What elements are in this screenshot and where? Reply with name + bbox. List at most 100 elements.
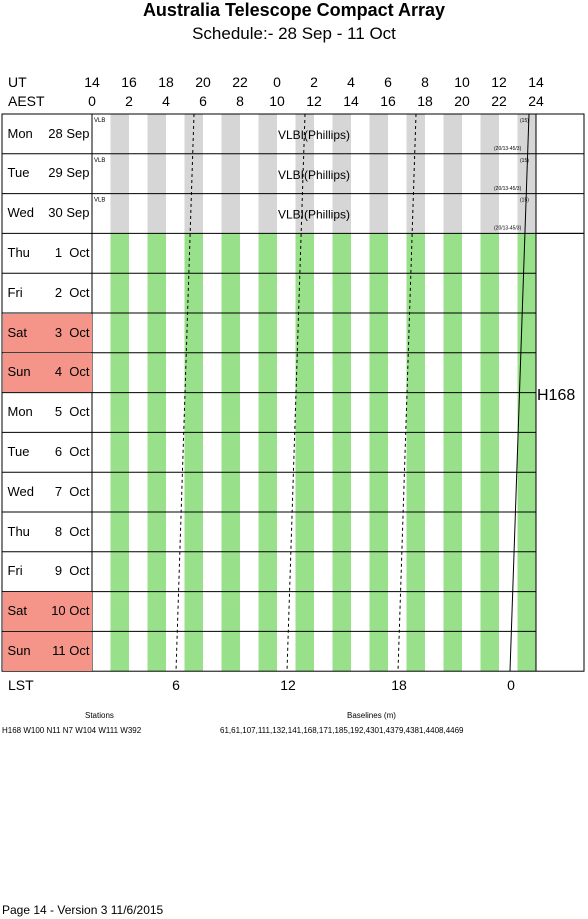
hour-stripe (521, 512, 536, 552)
hour-stripe (480, 432, 499, 473)
hour-stripe (258, 153, 277, 194)
hour-stripe (332, 551, 351, 592)
hour-stripe (332, 631, 351, 672)
hour-stripe (443, 193, 462, 234)
hour-stripe (258, 472, 277, 512)
hour-stripe (332, 591, 351, 632)
aest-tick-label: 2 (125, 93, 133, 109)
hour-stripe (221, 631, 240, 672)
aest-tick-label: 6 (199, 93, 207, 109)
vlbi-tag-right-bottom: (20/13-45/3) (494, 226, 522, 232)
day-name: Fri (7, 563, 23, 579)
aest-tick-label: 18 (417, 93, 433, 109)
hour-stripe (521, 551, 536, 592)
hour-stripe (369, 352, 388, 393)
vlbi-tag-left: VLB (94, 198, 105, 204)
day-row-label: Thu 1 Oct (3, 234, 92, 273)
hour-stripe (295, 591, 314, 632)
day-name: Mon (7, 125, 33, 141)
day-row-label: Fri 9 Oct (3, 552, 92, 591)
lst-axis-label: LST (8, 677, 34, 693)
day-name: Mon (7, 404, 33, 420)
hour-stripe (406, 512, 425, 552)
hour-stripe (369, 313, 388, 353)
vlbi-tag-left: VLB (94, 158, 105, 164)
stations-value: H168 W100 N11 N7 W104 W111 W392 (2, 726, 142, 735)
hour-stripe (369, 153, 388, 194)
hour-stripe (406, 392, 425, 433)
aest-tick-label: 24 (528, 93, 544, 109)
aest-tick-label: 4 (162, 93, 170, 109)
day-date: 8 Oct (54, 523, 90, 539)
day-row-label: Tue 6 Oct (3, 433, 92, 472)
hour-stripe (110, 233, 129, 274)
ut-tick-label: 12 (491, 74, 507, 90)
day-row-label: Wed 7 Oct (3, 473, 92, 512)
hour-stripe (443, 273, 462, 313)
day-row-label: Sun 4 Oct (2, 353, 92, 393)
hour-stripe (221, 512, 240, 552)
hour-stripe (443, 472, 462, 512)
hour-stripe (406, 273, 425, 313)
hour-stripe (221, 273, 240, 313)
hour-stripe (184, 273, 203, 313)
hour-stripe (258, 233, 277, 274)
hour-stripe (110, 392, 129, 433)
day-name: Fri (7, 284, 23, 300)
hour-stripe (443, 432, 462, 473)
day-name: Wed (7, 205, 35, 221)
hour-stripe (147, 432, 166, 473)
hour-stripe (332, 352, 351, 393)
aest-tick-label: 22 (491, 93, 507, 109)
hour-stripe (258, 591, 277, 632)
hour-stripe (110, 114, 129, 154)
hour-stripe (295, 273, 314, 313)
day-row-label: Wed 30 Sep (3, 194, 92, 233)
hour-stripe (406, 313, 425, 353)
hour-stripe (258, 273, 277, 313)
hour-stripe (110, 313, 129, 353)
day-date: 4 Oct (54, 364, 90, 380)
aest-tick-label: 0 (88, 93, 96, 109)
aest-tick-label: 14 (343, 93, 359, 109)
hour-stripe (258, 313, 277, 353)
hour-stripe (480, 233, 499, 274)
hour-stripe (295, 392, 314, 433)
day-row-label: Sat 3 Oct (2, 313, 92, 353)
hour-stripe (369, 392, 388, 433)
vlbi-tag-right-top: (15) (520, 158, 529, 164)
hour-stripe (480, 512, 499, 552)
hour-stripe (184, 153, 203, 194)
day-name: Wed (7, 483, 35, 499)
hour-stripe (147, 233, 166, 274)
ut-tick-label: 2 (310, 74, 318, 90)
hour-stripe (295, 551, 314, 592)
hour-stripe (295, 512, 314, 552)
day-date: 28 Sep (48, 125, 90, 141)
ut-tick-label: 22 (232, 74, 248, 90)
hour-stripe (332, 193, 351, 234)
hour-stripe (521, 432, 536, 473)
array-config-label: H168 (537, 387, 576, 404)
hour-stripe (184, 432, 203, 473)
hour-stripe (480, 631, 499, 672)
hour-stripe (221, 233, 240, 274)
hour-stripe (221, 352, 240, 393)
hour-stripe (406, 591, 425, 632)
hour-stripe (406, 631, 425, 672)
hour-stripe (332, 114, 351, 154)
hour-stripe (110, 153, 129, 194)
hour-stripe (443, 313, 462, 353)
vlbi-project-label: VLBI(Phillips) (278, 208, 350, 222)
aest-tick-label: 12 (306, 93, 322, 109)
day-name: Sat (7, 603, 28, 619)
hour-stripe (221, 193, 240, 234)
hour-stripe (332, 233, 351, 274)
vlbi-tag-right-bottom: (20/13-45/3) (494, 146, 522, 152)
baselines-heading: Baselines (m) (347, 711, 396, 720)
hour-stripe (369, 472, 388, 512)
hour-stripe (147, 352, 166, 393)
hour-stripe (443, 392, 462, 433)
hour-stripe (258, 512, 277, 552)
